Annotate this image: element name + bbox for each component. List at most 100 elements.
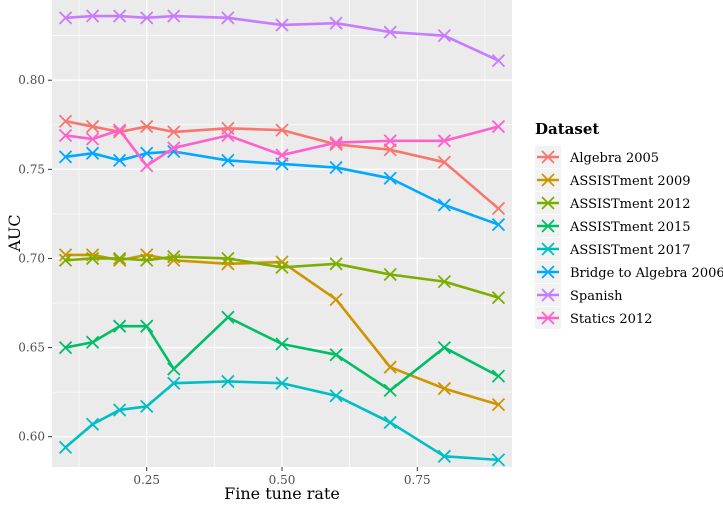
data-point-statics-2012 (85, 132, 100, 146)
legend-item-spanish: Spanish (535, 284, 623, 306)
data-point-spanish (221, 11, 235, 25)
data-point-statics-2012 (113, 123, 127, 137)
data-point-assistment-2017 (167, 376, 181, 390)
series-assistment-2012 (58, 250, 506, 305)
legend-item-assistment-2017: ASSISTment 2017 (535, 238, 691, 260)
data-point-assistment-2012 (275, 260, 289, 275)
data-point-algebra-2005 (437, 155, 451, 169)
legend-label: Statics 2012 (570, 312, 652, 327)
data-point-statics-2012 (383, 134, 397, 148)
data-point-assistment-2015 (113, 319, 127, 333)
data-point-assistment-2015 (221, 310, 235, 324)
x-axis-title: Fine tune rate (224, 484, 340, 503)
data-point-assistment-2012 (85, 251, 100, 266)
legend-key-marker (541, 311, 555, 325)
data-point-bridge-to-algebra-2006 (383, 171, 397, 185)
y-axis-title: AUC (5, 214, 24, 252)
data-point-assistment-2009 (437, 381, 451, 396)
y-tick-label: 0.60 (18, 430, 45, 444)
legend-key-marker (541, 219, 555, 233)
x-axis-ticks: 0.25 0.50 0.75 (133, 467, 431, 487)
data-point-algebra-2005 (491, 201, 506, 216)
legend-item-assistment-2012: ASSISTment 2012 (535, 192, 691, 214)
legend-key-marker (541, 265, 555, 279)
legend-key-marker (541, 288, 555, 302)
data-point-bridge-to-algebra-2006 (437, 198, 451, 212)
legend-label: ASSISTment 2012 (569, 197, 691, 212)
data-point-bridge-to-algebra-2006 (58, 150, 73, 164)
legend-key-marker (541, 242, 555, 256)
data-point-assistment-2012 (167, 250, 181, 264)
legend-label: Spanish (570, 289, 623, 304)
data-point-assistment-2015 (140, 319, 154, 333)
data-point-bridge-to-algebra-2006 (113, 153, 127, 168)
data-point-assistment-2017 (383, 415, 397, 430)
data-point-bridge-to-algebra-2006 (140, 146, 154, 160)
series-spanish (58, 9, 506, 68)
data-point-statics-2012 (491, 119, 506, 134)
y-tick-label: 0.75 (18, 162, 45, 176)
data-point-spanish (140, 11, 154, 25)
data-point-assistment-2017 (221, 374, 235, 389)
data-point-spanish (275, 18, 289, 32)
data-point-bridge-to-algebra-2006 (329, 160, 343, 175)
data-point-assistment-2015 (491, 369, 506, 383)
legend-title: Dataset (535, 120, 599, 138)
series-bridge-to-algebra-2006 (58, 144, 506, 232)
legend-item-algebra-2005: Algebra 2005 (535, 146, 659, 168)
legend-label: ASSISTment 2009 (569, 174, 691, 189)
series-statics-2012 (58, 119, 506, 173)
data-point-assistment-2015 (275, 337, 289, 351)
data-point-bridge-to-algebra-2006 (491, 217, 506, 232)
data-point-algebra-2005 (85, 119, 100, 134)
data-point-assistment-2015 (85, 335, 100, 349)
data-point-bridge-to-algebra-2006 (85, 146, 100, 160)
legend-item-assistment-2009: ASSISTment 2009 (535, 169, 691, 191)
data-point-assistment-2017 (58, 440, 73, 455)
legend-label: Bridge to Algebra 2006 (570, 266, 723, 281)
data-point-assistment-2015 (329, 348, 343, 362)
data-point-algebra-2005 (140, 119, 154, 134)
data-point-algebra-2005 (275, 123, 289, 137)
data-point-statics-2012 (221, 128, 235, 143)
data-point-assistment-2012 (383, 267, 397, 282)
x-tick-label: 0.25 (133, 473, 160, 487)
series-assistment-2017 (58, 374, 506, 467)
data-point-statics-2012 (140, 159, 154, 173)
data-point-spanish (113, 9, 127, 23)
legend-label: ASSISTment 2015 (569, 220, 691, 235)
data-point-spanish (85, 9, 100, 23)
legend-item-bridge-to-algebra-2006: Bridge to Algebra 2006 (535, 261, 723, 283)
data-point-spanish (329, 16, 343, 30)
data-point-bridge-to-algebra-2006 (221, 153, 235, 168)
legend-label: Algebra 2005 (569, 151, 659, 166)
data-point-assistment-2017 (140, 399, 154, 414)
data-point-assistment-2012 (113, 251, 127, 266)
data-point-assistment-2012 (221, 251, 235, 266)
data-point-assistment-2012 (140, 253, 154, 267)
legend-label: ASSISTment 2017 (569, 243, 691, 258)
data-point-assistment-2009 (329, 292, 343, 307)
data-point-assistment-2009 (491, 397, 506, 412)
data-point-spanish (491, 53, 506, 68)
data-point-algebra-2005 (167, 125, 181, 139)
data-point-assistment-2009 (113, 253, 127, 267)
x-tick-label: 0.50 (269, 473, 296, 487)
data-point-assistment-2012 (437, 274, 451, 289)
legend-key-marker (541, 196, 555, 210)
legend-key-marker (541, 150, 555, 164)
series-layer (58, 9, 506, 467)
legend-item-statics-2012: Statics 2012 (535, 307, 652, 329)
y-tick-label: 0.70 (18, 251, 45, 265)
data-point-assistment-2015 (167, 362, 181, 376)
data-point-spanish (58, 11, 73, 25)
y-axis-ticks: 0.60 0.65 0.70 0.75 0.80 (18, 73, 52, 444)
data-point-assistment-2017 (113, 403, 127, 417)
data-point-assistment-2012 (58, 253, 73, 267)
data-point-assistment-2017 (329, 389, 343, 403)
data-point-assistment-2015 (383, 383, 397, 397)
data-point-spanish (383, 25, 397, 39)
y-tick-label: 0.80 (18, 73, 45, 87)
data-point-algebra-2005 (58, 114, 73, 128)
